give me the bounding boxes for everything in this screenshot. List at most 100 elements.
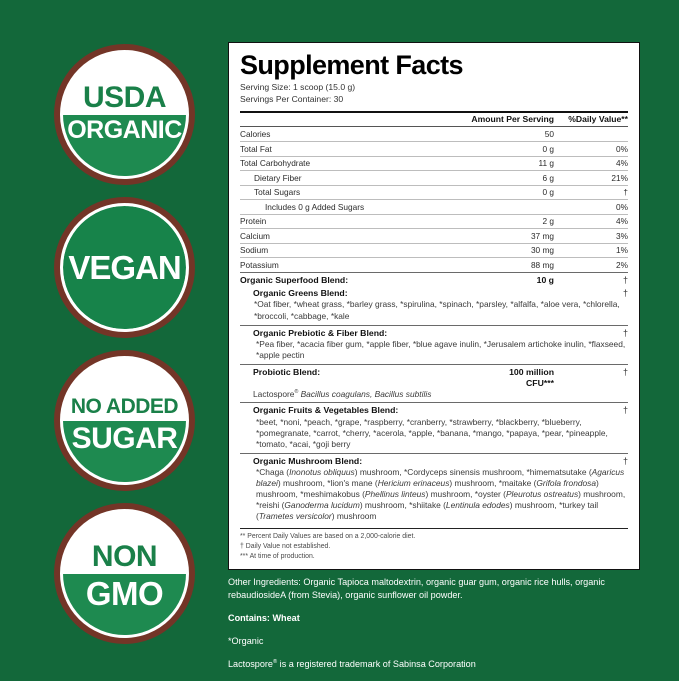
badge-vegan: VEGAN <box>54 197 195 338</box>
fruits-blend-name: Organic Fruits & Vegetables Blend: <box>253 405 399 416</box>
nutrient-label: Protein <box>240 213 454 229</box>
mushroom-latin-name: Trametes versicolor <box>258 511 332 522</box>
nutrition-row: Dietary Fiber 6 g 21% <box>240 170 628 186</box>
mushroom-latin-name: Grifola frondosa <box>536 478 597 489</box>
greens-blend-items: *Oat fiber, *wheat grass, *barley grass,… <box>254 299 620 321</box>
nutrient-dv: 4% <box>554 155 628 171</box>
nutrition-row: Calories 50 <box>240 126 628 142</box>
supplement-facts-title: Supplement Facts <box>240 50 464 80</box>
amount-col-header: Amount Per Serving <box>471 114 554 125</box>
nutrient-amount: 37 mg <box>454 228 554 244</box>
nutrition-row: Includes 0 g Added Sugars 0% <box>240 199 628 215</box>
nutrient-amount: 6 g <box>454 170 554 186</box>
mushroom-latin-name: Ganoderma lucidum <box>284 500 360 511</box>
nutrient-amount: 2 g <box>454 213 554 229</box>
mushroom-text: ) mushroom, *Cordyceps sinensis mushroom… <box>354 467 592 478</box>
mushroom-text: ) mushroom, *turkey tail ( <box>256 500 599 522</box>
mushroom-text: ) mushroom, *meshimakobus ( <box>256 478 599 500</box>
footnotes-block: ** Percent Daily Values are based on a 2… <box>240 527 628 563</box>
bottom-info-block: Other Ingredients: Organic Tapioca malto… <box>228 576 648 681</box>
nutrient-amount: 88 mg <box>454 257 554 272</box>
prebiotic-blend-name: Organic Prebiotic & Fiber Blend: <box>253 327 388 338</box>
fruits-vegetables-blend-row: Organic Fruits & Vegetables Blend: † *be… <box>240 402 628 453</box>
dv-col-header: %Daily Value** <box>568 114 628 125</box>
badge-gmo-top-label: NON <box>91 539 158 573</box>
nutrient-dv <box>554 126 628 142</box>
mushroom-blend-row: Organic Mushroom Blend: † *Chaga (Inonot… <box>240 452 628 526</box>
mushroom-latin-name: Inonotus obliquus <box>289 467 355 478</box>
nutrient-col-header <box>240 113 454 127</box>
badge-usda-top-label: USDA <box>82 80 167 114</box>
nutrition-row: Sodium 30 mg 1% <box>240 242 628 258</box>
nutrition-row: Calcium 37 mg 3% <box>240 228 628 244</box>
nutrition-row: Total Fat 0 g 0% <box>240 141 628 157</box>
mushroom-text: ) mushroom, *shiitake ( <box>359 500 446 511</box>
nutrient-dv: 3% <box>554 228 628 244</box>
mushroom-latin-name: Agaricus blazei <box>256 467 625 489</box>
nutrient-dv: 0% <box>554 141 628 157</box>
mushroom-blend-items: *Chaga (Inonotus obliquus) mushroom, *Co… <box>240 467 628 525</box>
nutrient-amount: 11 g <box>454 155 554 171</box>
greens-blend-dv: † <box>622 288 628 299</box>
nutrition-table: Amount Per Serving %Daily Value** Calories… <box>240 113 628 272</box>
badge-no-added-sugar: NO ADDED SUGAR <box>54 350 195 491</box>
nutrient-dv: 2% <box>554 257 628 272</box>
mushroom-text: ) mushroom, *reishi ( <box>256 489 626 511</box>
superfood-blend-dv: † <box>622 274 628 285</box>
probiotic-organisms: Lactospore® Bacillus coagulans, Bacillus… <box>253 388 432 399</box>
certification-badge-column: USDA ORGANIC VEGAN NO ADDED SUGAR NON GM… <box>47 44 202 664</box>
probiotic-blend-name: Probiotic Blend: <box>253 367 321 378</box>
nutrient-amount: 30 mg <box>454 242 554 258</box>
fruits-blend-items: *beet, *noni, *peach, *grape, *raspberry… <box>256 416 608 449</box>
footnote-line: *** At time of production. <box>240 553 315 561</box>
nutrient-label: Dietary Fiber <box>240 170 454 186</box>
greens-blend-row: Organic Greens Blend: † *Oat fiber, *whe… <box>240 286 628 324</box>
probiotic-blend-dv: † <box>622 367 628 378</box>
nutrition-table-header: Amount Per Serving %Daily Value** <box>240 113 628 127</box>
divider-above-columns <box>240 110 628 113</box>
footnote-line: † Daily Value not established. <box>240 542 331 550</box>
mushroom-latin-name: Lentinula edodes <box>445 500 510 511</box>
mushroom-text: ) mushroom, *lion's mane ( <box>277 478 378 489</box>
badge-usda-bottom-label: ORGANIC <box>63 114 186 176</box>
nutrient-dv: 1% <box>554 242 628 258</box>
nutrient-label: Sodium <box>240 242 454 258</box>
mushroom-blend-dv: † <box>622 455 628 466</box>
nutrient-label: Total Sugars <box>240 184 454 200</box>
nutrition-row: Potassium 88 mg 2% <box>240 257 628 272</box>
nutrient-dv: 4% <box>554 213 628 229</box>
nutrient-label: Total Fat <box>240 141 454 157</box>
mushroom-latin-name: Phellinus linteus <box>364 489 426 500</box>
nutrient-amount: 0 g <box>454 184 554 200</box>
badge-vegan-label: VEGAN <box>63 206 186 329</box>
prebiotic-blend-dv: † <box>622 327 628 338</box>
nutrition-row: Total Sugars 0 g † <box>240 184 628 200</box>
probiotic-blend-row: Probiotic Blend: 100 million CFU*** † La… <box>240 364 628 402</box>
mushroom-blend-name: Organic Mushroom Blend: <box>253 455 363 466</box>
badge-sugar-bottom-label: SUGAR <box>63 420 186 482</box>
badge-usda-organic: USDA ORGANIC <box>54 44 195 185</box>
mushroom-text: ) mushroom, *maitake ( <box>449 478 537 489</box>
probiotic-blend-amount: 100 million CFU*** <box>509 367 554 388</box>
probiotic-dv-spacer <box>554 389 628 400</box>
mushroom-text: ) mushroom, *oyster ( <box>425 489 506 500</box>
mushroom-text: *Chaga ( <box>256 467 290 478</box>
nutrient-amount: 0 g <box>454 141 554 157</box>
nutrient-label: Total Carbohydrate <box>240 155 454 171</box>
supplement-facts-panel: Supplement Facts Serving Size: 1 scoop (… <box>228 42 640 570</box>
probiotic-amount-spacer <box>454 389 554 400</box>
serving-size: Serving Size: 1 scoop (15.0 g) <box>240 82 356 93</box>
nutrient-dv: 21% <box>554 170 628 186</box>
contains-allergen-text: Contains: Wheat <box>228 612 300 623</box>
nutrient-label: Includes 0 g Added Sugars <box>240 199 454 215</box>
mushroom-text: ) mushroom <box>331 511 377 522</box>
fruits-blend-dv: † <box>622 405 628 416</box>
nutrition-row: Protein 2 g 4% <box>240 213 628 229</box>
nutrient-dv: 0% <box>554 199 628 215</box>
greens-blend-name: Organic Greens Blend: <box>253 288 348 299</box>
superfood-blend-row: Organic Superfood Blend: 10 g † <box>240 271 628 286</box>
nutrient-amount <box>454 199 554 215</box>
servings-per-container: Servings Per Container: 30 <box>240 93 344 104</box>
nutrient-dv: † <box>554 184 628 200</box>
prebiotic-blend-row: Organic Prebiotic & Fiber Blend: † *Pea … <box>240 324 628 364</box>
